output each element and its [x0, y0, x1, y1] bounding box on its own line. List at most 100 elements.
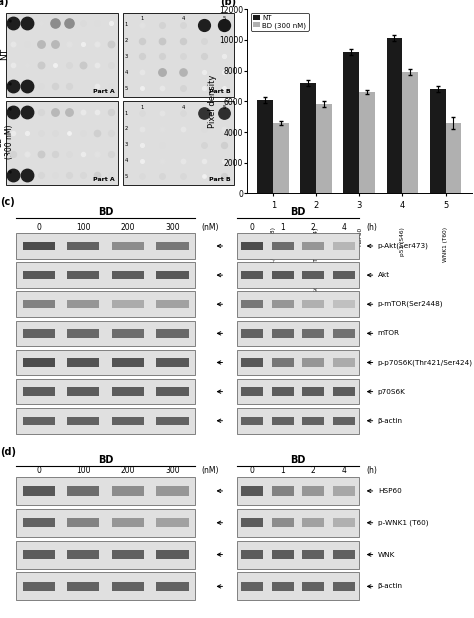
Bar: [272, 358, 294, 366]
Bar: [302, 518, 324, 527]
Bar: [156, 358, 189, 366]
Text: 2: 2: [311, 467, 316, 475]
Bar: [112, 387, 144, 396]
Bar: [67, 300, 100, 308]
Bar: [67, 387, 100, 396]
Bar: [23, 358, 55, 366]
Bar: [272, 242, 294, 250]
Bar: [17, 541, 195, 569]
Text: Part A: Part A: [92, 89, 114, 94]
Text: 0: 0: [36, 223, 41, 232]
Text: 4: 4: [125, 70, 128, 75]
Bar: [67, 358, 100, 366]
Bar: [237, 509, 359, 537]
Text: 5: 5: [222, 16, 226, 21]
Text: 5: 5: [125, 85, 128, 90]
Text: 1: 1: [140, 104, 144, 109]
Bar: [272, 329, 294, 337]
Bar: [156, 518, 189, 527]
Text: (nM): (nM): [202, 223, 219, 232]
Text: mTOR: mTOR: [378, 331, 400, 336]
Text: 4: 4: [125, 158, 128, 163]
Bar: [241, 550, 263, 559]
Bar: [333, 329, 355, 337]
Text: WNK1 (T60): WNK1 (T60): [443, 227, 448, 262]
Bar: [156, 387, 189, 396]
Text: 0: 0: [250, 467, 255, 475]
Bar: [237, 408, 359, 434]
Bar: [67, 242, 100, 250]
Text: p-mTOR(Ser2448): p-mTOR(Ser2448): [378, 301, 443, 308]
Text: HSP60: HSP60: [357, 227, 362, 247]
Bar: [17, 262, 195, 288]
Bar: [272, 550, 294, 559]
Bar: [23, 329, 55, 337]
Bar: [333, 582, 355, 591]
Bar: [237, 572, 359, 601]
Text: 100: 100: [76, 223, 91, 232]
Bar: [112, 417, 144, 425]
Text: Part A: Part A: [92, 177, 114, 182]
Bar: [123, 13, 235, 97]
Text: p-p70S6K(Thr421/Ser424): p-p70S6K(Thr421/Ser424): [378, 359, 473, 366]
Bar: [123, 101, 235, 185]
Bar: [302, 550, 324, 559]
Bar: [23, 271, 55, 279]
Bar: [23, 518, 55, 527]
Bar: [17, 321, 195, 346]
Text: 0: 0: [250, 223, 255, 232]
Text: 4: 4: [341, 223, 346, 232]
Bar: [23, 486, 55, 496]
Text: (d): (d): [0, 447, 16, 457]
Bar: [344, 53, 359, 193]
Bar: [112, 518, 144, 527]
Bar: [333, 417, 355, 425]
Text: 5: 5: [222, 104, 226, 109]
Bar: [112, 329, 144, 337]
Text: 4: 4: [341, 467, 346, 475]
Bar: [316, 104, 332, 193]
Text: HSP60: HSP60: [378, 488, 401, 494]
Bar: [67, 417, 100, 425]
Legend: NT, BD (300 nM): NT, BD (300 nM): [251, 13, 309, 30]
Bar: [241, 271, 263, 279]
Text: Part B: Part B: [209, 89, 231, 94]
Bar: [302, 387, 324, 396]
Text: 4: 4: [181, 104, 185, 109]
Bar: [17, 233, 195, 259]
Bar: [302, 358, 324, 366]
Text: 200: 200: [121, 223, 135, 232]
Bar: [302, 271, 324, 279]
Text: BD: BD: [290, 455, 306, 465]
Bar: [23, 417, 55, 425]
Text: Part B: Part B: [209, 177, 231, 182]
Text: (h): (h): [366, 467, 377, 475]
Bar: [17, 477, 195, 505]
Text: Akt1/2/3 (T308): Akt1/2/3 (T308): [271, 227, 276, 273]
Text: β-actin: β-actin: [378, 418, 403, 424]
Bar: [241, 582, 263, 591]
Bar: [333, 486, 355, 496]
Bar: [241, 329, 263, 337]
Text: 200: 200: [121, 467, 135, 475]
Bar: [237, 292, 359, 317]
Bar: [23, 550, 55, 559]
Bar: [6, 13, 118, 97]
Text: (h): (h): [366, 223, 377, 232]
Bar: [272, 417, 294, 425]
Bar: [17, 572, 195, 601]
Bar: [272, 582, 294, 591]
Bar: [272, 387, 294, 396]
Bar: [156, 486, 189, 496]
Text: 2: 2: [311, 223, 316, 232]
Bar: [23, 242, 55, 250]
Bar: [446, 123, 461, 193]
Bar: [237, 321, 359, 346]
Bar: [237, 350, 359, 375]
Bar: [6, 101, 118, 185]
Text: BD: BD: [290, 207, 306, 217]
Bar: [23, 582, 55, 591]
Bar: [67, 550, 100, 559]
Bar: [237, 262, 359, 288]
Bar: [237, 477, 359, 505]
